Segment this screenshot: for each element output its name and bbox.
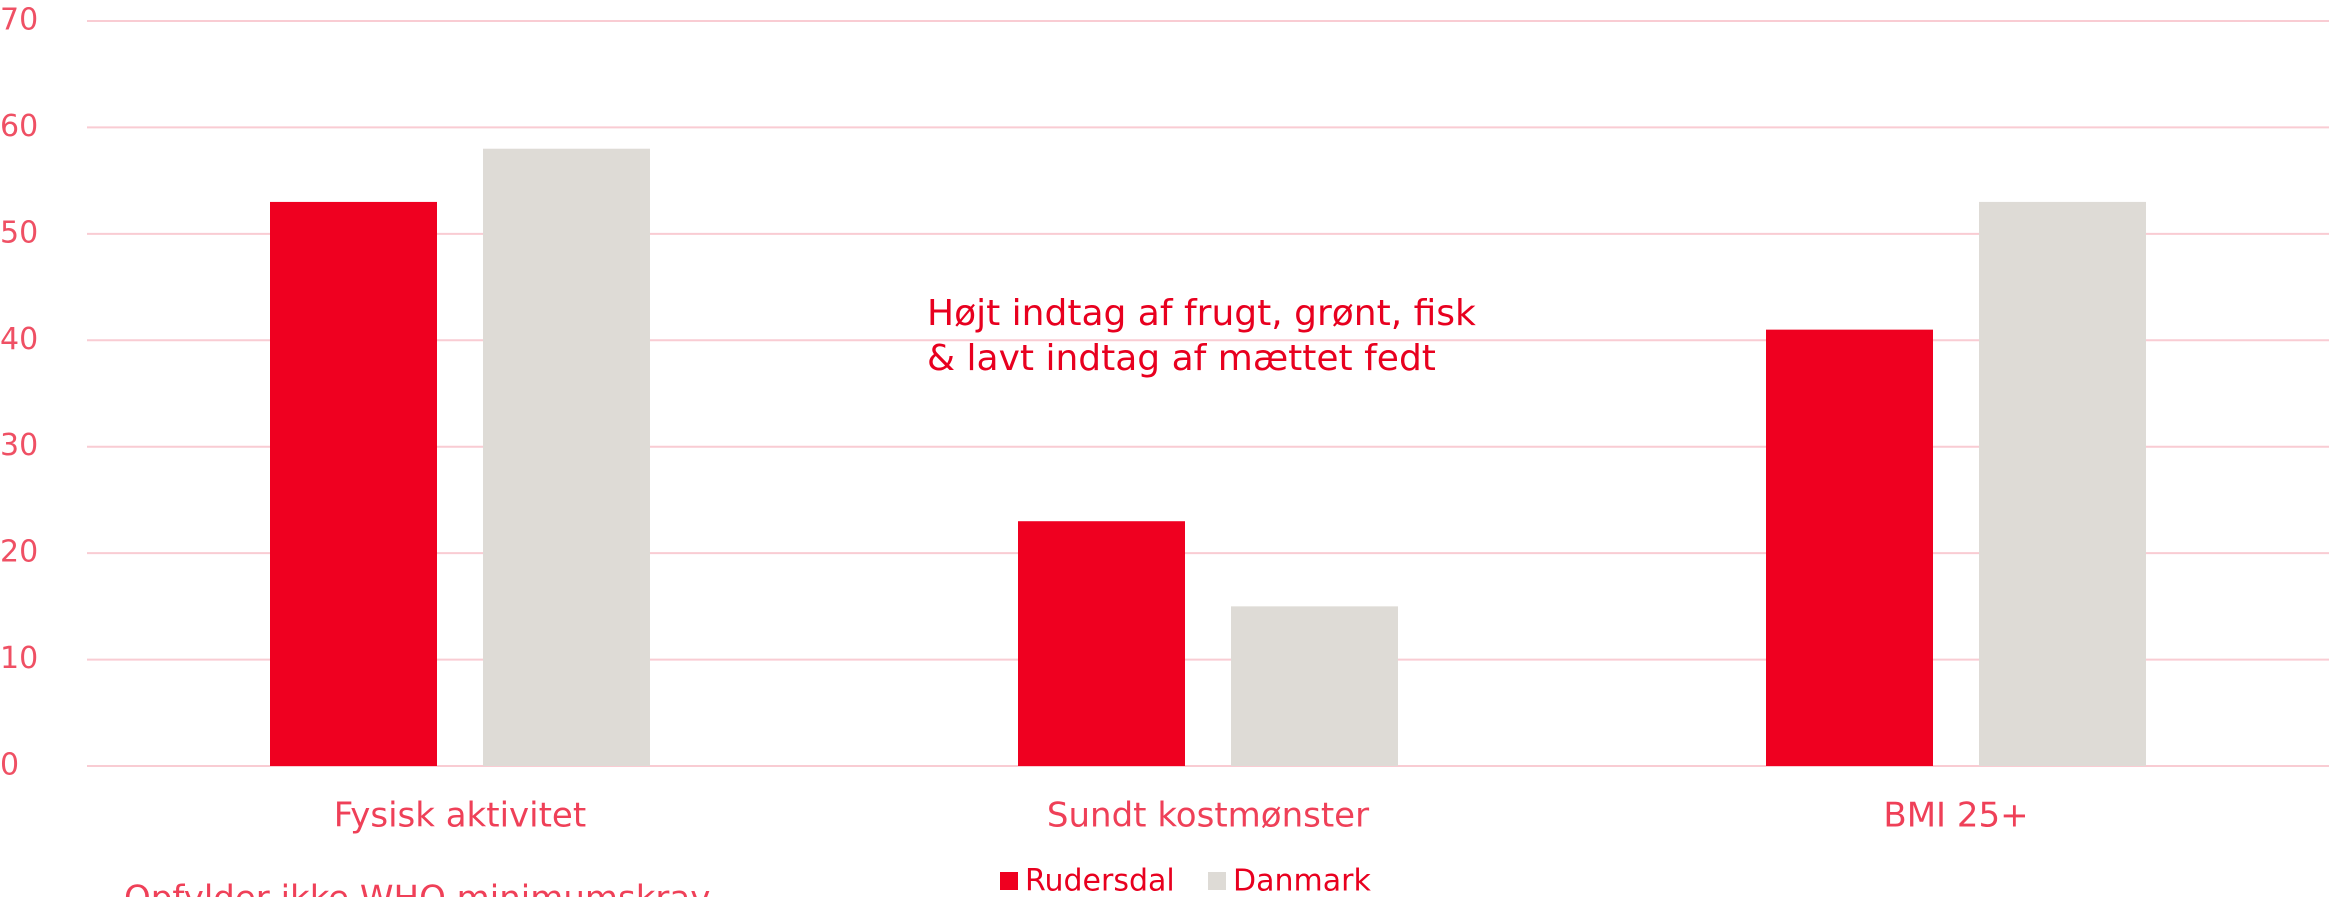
x-tick-label: BMI 25+ <box>1883 796 2028 836</box>
y-tick-label: 50 <box>0 215 38 250</box>
x-tick-label: Fysisk aktivitet <box>334 796 586 836</box>
y-tick-label: 10 <box>0 641 38 676</box>
x-tick-label: Sundt kostmønster <box>1047 796 1369 836</box>
legend-label: Danmark <box>1233 864 1371 897</box>
y-tick-label: 30 <box>0 428 38 463</box>
y-tick-label: 40 <box>0 322 38 357</box>
subtitle: Opfylder ikke WHO minimumskrav <box>124 879 710 897</box>
bar <box>483 148 650 766</box>
y-tick-label: 70 <box>0 3 38 38</box>
bar <box>1018 521 1185 766</box>
annotation: & lavt indtag af mættet fedt <box>927 338 1436 379</box>
legend-label: Rudersdal <box>1025 864 1175 897</box>
y-tick-label: 20 <box>0 535 38 570</box>
legend-swatch <box>1208 872 1226 890</box>
y-tick-label: 60 <box>0 109 38 144</box>
bar <box>1766 329 1933 766</box>
annotation: Højt indtag af frugt, grønt, fisk <box>927 293 1476 334</box>
bar <box>1231 606 1398 766</box>
legend-swatch <box>1000 872 1018 890</box>
bar <box>1979 201 2146 766</box>
y-tick-label: 0 <box>0 748 19 783</box>
bar <box>270 201 437 766</box>
